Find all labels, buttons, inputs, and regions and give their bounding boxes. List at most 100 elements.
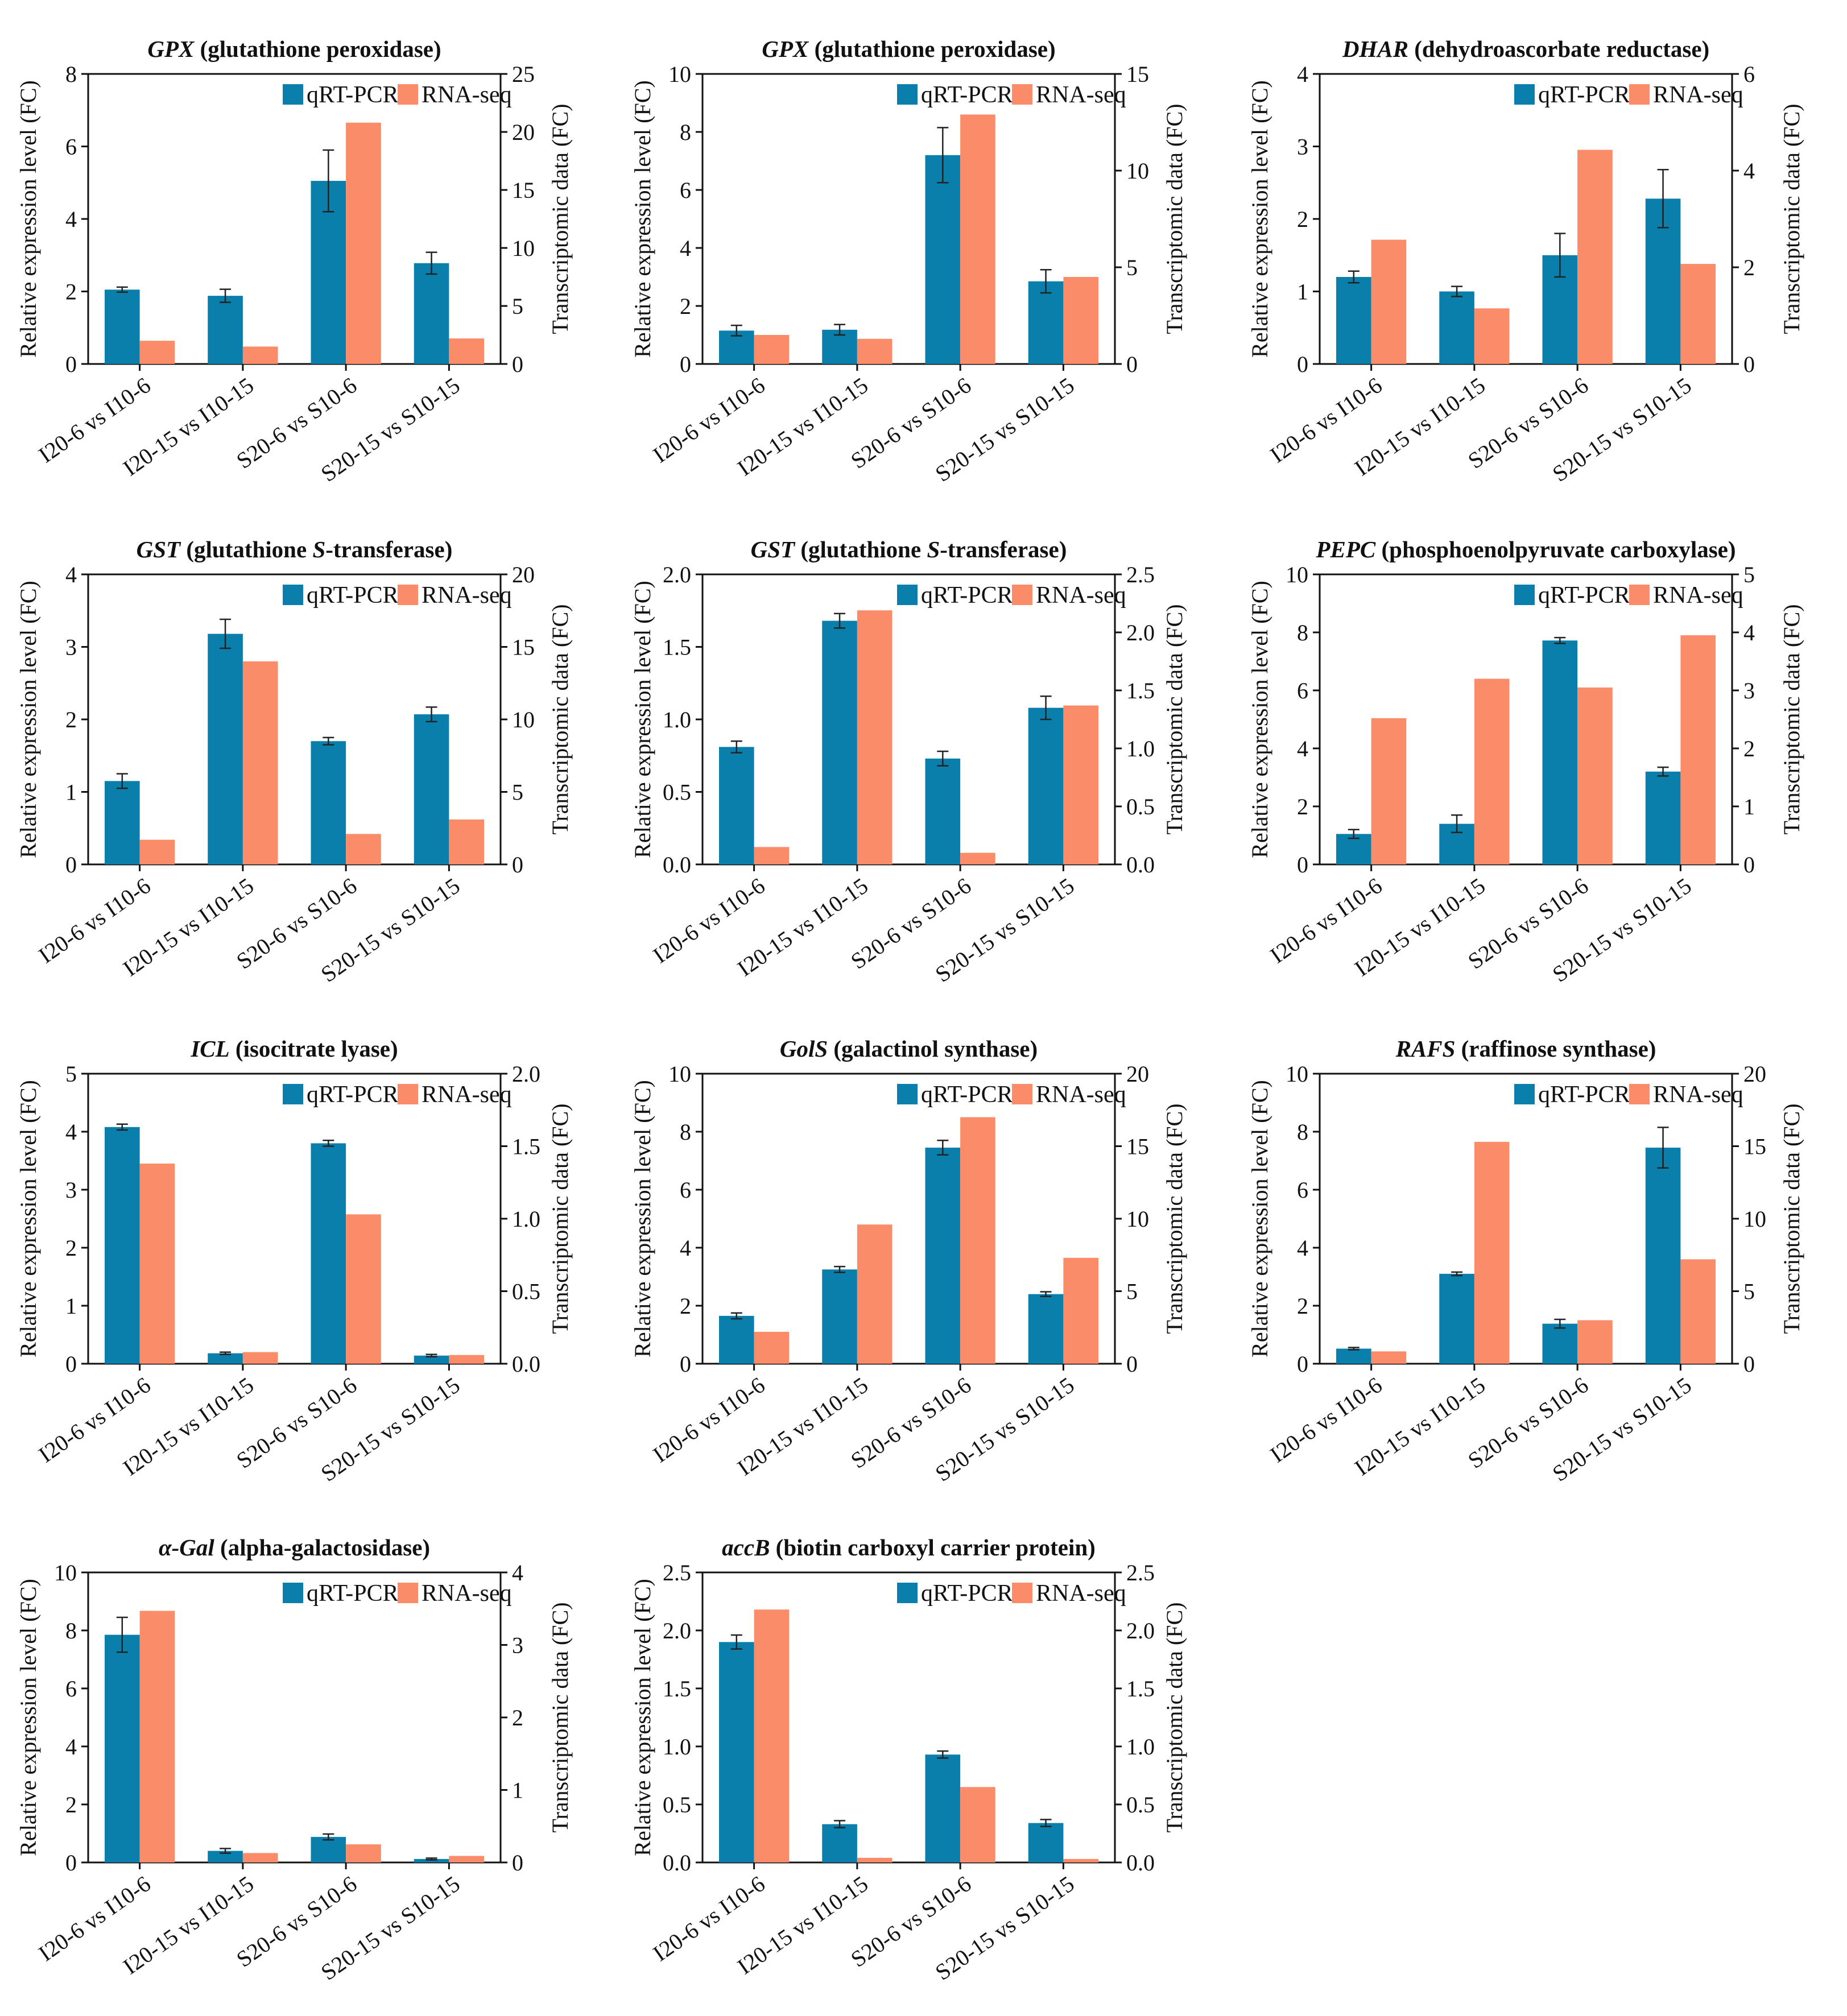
y-tick-label: 0 xyxy=(1297,351,1308,377)
bar-qrt-pcr xyxy=(925,1148,961,1364)
bar-rna-seq xyxy=(960,1117,995,1364)
y2-axis-label: Transcriptomic data (FC) xyxy=(547,1602,573,1832)
legend-label-rna-seq: RNA-seq xyxy=(1653,82,1743,108)
legend-swatch-qrt-pcr xyxy=(1514,585,1535,605)
y2-tick-label: 5 xyxy=(1126,255,1138,280)
chart-title: accB (biotin carboxyl carrier protein) xyxy=(722,1534,1096,1560)
y-tick-label: 10 xyxy=(54,1560,77,1586)
y-tick-label: 8 xyxy=(680,119,691,145)
legend-label-rna-seq: RNA-seq xyxy=(1036,82,1126,108)
legend-swatch-rna-seq xyxy=(398,84,418,105)
y-tick-label: 1 xyxy=(1297,279,1308,305)
bar-qrt-pcr xyxy=(208,1851,243,1862)
chart-title-desc: (biotin carboxyl carrier protein) xyxy=(770,1534,1095,1560)
y2-axis-label: Transcriptomic data (FC) xyxy=(1779,104,1804,334)
y2-axis-label: Transcriptomic data (FC) xyxy=(1779,604,1804,834)
bar-qrt-pcr xyxy=(105,781,140,864)
plot-frame xyxy=(701,1571,1116,1864)
y-tick-label: 2 xyxy=(65,279,77,305)
bar-qrt-pcr xyxy=(414,714,449,864)
chart-panel-10: α-Gal (alpha-galactosidase)I20-6 vs I10-… xyxy=(15,1534,573,1985)
y2-axis-label: Transcriptomic data (FC) xyxy=(1162,604,1187,834)
y2-tick-label: 0 xyxy=(512,1850,523,1876)
y-tick-label: 0 xyxy=(1297,852,1308,877)
y-tick-label: 2 xyxy=(1297,1293,1308,1319)
y2-tick-label: 20 xyxy=(512,119,535,145)
y-tick-label: 3 xyxy=(65,635,77,660)
y2-tick-label: 4 xyxy=(1743,620,1755,645)
y-axis-label: Relative expression level (FC) xyxy=(1247,80,1272,358)
y2-tick-label: 15 xyxy=(1126,1134,1149,1160)
y2-tick-label: 2.5 xyxy=(1126,562,1155,587)
bar-rna-seq xyxy=(449,338,484,364)
bar-qrt-pcr xyxy=(1439,291,1474,364)
chart-title: GST (glutathione S-transferase) xyxy=(751,536,1067,562)
y2-tick-label: 10 xyxy=(512,707,535,732)
y2-tick-label: 0.5 xyxy=(1126,794,1155,819)
y2-tick-label: 0 xyxy=(1126,351,1138,377)
chart-panel-3: DHAR (dehydroascorbate reductase)I20-6 v… xyxy=(1247,36,1804,487)
chart-title-gene: GolS xyxy=(780,1036,828,1062)
y2-axis-label: Transcriptomic data (FC) xyxy=(1162,104,1187,334)
bar-rna-seq xyxy=(1371,718,1407,864)
bar-qrt-pcr xyxy=(105,1634,140,1862)
bar-qrt-pcr xyxy=(208,1353,243,1364)
bar-rna-seq xyxy=(1577,687,1613,864)
y-tick-label: 8 xyxy=(1297,620,1308,645)
bar-qrt-pcr xyxy=(1336,834,1371,864)
bar-qrt-pcr xyxy=(414,263,449,364)
y2-tick-label: 5 xyxy=(1126,1279,1138,1305)
y-tick-label: 1 xyxy=(65,780,77,805)
bar-rna-seq xyxy=(960,114,995,364)
legend: qRT-PCR RNA-seq xyxy=(1514,582,1743,608)
chart-panel-1: GPX (glutathione peroxidase)I20-6 vs I10… xyxy=(15,36,573,487)
chart-title-gene: PEPC xyxy=(1315,536,1375,562)
bar-qrt-pcr xyxy=(1542,1323,1578,1364)
bar-rna-seq xyxy=(1371,239,1407,364)
y2-tick-label: 0 xyxy=(1743,351,1755,377)
legend-label-qrt-pcr: qRT-PCR xyxy=(921,1082,1013,1108)
bar-rna-seq xyxy=(857,610,892,864)
chart-title-italic-part: S xyxy=(312,536,325,562)
y2-tick-label: 6 xyxy=(1743,61,1755,87)
legend-swatch-rna-seq xyxy=(398,1084,418,1104)
y2-tick-label: 15 xyxy=(512,177,535,203)
bar-rna-seq xyxy=(139,1611,175,1862)
y2-tick-label: 20 xyxy=(512,562,535,587)
y2-tick-label: 1 xyxy=(512,1778,523,1803)
legend: qRT-PCR RNA-seq xyxy=(897,82,1126,108)
chart-title-gene: GPX xyxy=(147,36,195,62)
bar-rna-seq xyxy=(1474,1141,1510,1364)
legend-swatch-qrt-pcr xyxy=(283,585,303,605)
y-tick-label: 8 xyxy=(1297,1119,1308,1145)
legend-label-rna-seq: RNA-seq xyxy=(422,1580,512,1607)
legend-swatch-qrt-pcr xyxy=(283,1084,303,1104)
chart-title-desc: (glutathione xyxy=(180,536,312,562)
legend-label-rna-seq: RNA-seq xyxy=(1653,582,1743,608)
y-tick-label: 2.0 xyxy=(663,1618,691,1644)
legend-label-rna-seq: RNA-seq xyxy=(422,1082,512,1108)
legend-swatch-qrt-pcr xyxy=(897,1583,918,1603)
chart-title-gene: accB xyxy=(722,1534,770,1560)
y2-tick-label: 0.5 xyxy=(1126,1792,1155,1818)
bar-qrt-pcr xyxy=(311,741,346,864)
legend: qRT-PCR RNA-seq xyxy=(897,582,1126,608)
bar-rna-seq xyxy=(754,847,790,864)
y-tick-label: 0 xyxy=(680,1351,691,1377)
bar-rna-seq xyxy=(1680,264,1716,364)
chart-title-gene: RAFS xyxy=(1395,1036,1456,1062)
chart-title-gene: GST xyxy=(751,536,796,562)
legend: qRT-PCR RNA-seq xyxy=(897,1082,1126,1108)
bar-rna-seq xyxy=(1371,1351,1407,1364)
bar-rna-seq xyxy=(1063,1858,1098,1862)
bar-rna-seq xyxy=(754,1331,790,1364)
bar-rna-seq xyxy=(1063,705,1098,864)
bar-rna-seq xyxy=(857,1224,892,1364)
y-axis-label: Relative expression level (FC) xyxy=(630,1080,655,1357)
bar-qrt-pcr xyxy=(719,747,754,864)
legend-swatch-rna-seq xyxy=(1012,1084,1032,1104)
y2-tick-label: 1.5 xyxy=(512,1134,540,1160)
y-tick-label: 6 xyxy=(680,1177,691,1203)
y2-tick-label: 10 xyxy=(1743,1206,1766,1232)
